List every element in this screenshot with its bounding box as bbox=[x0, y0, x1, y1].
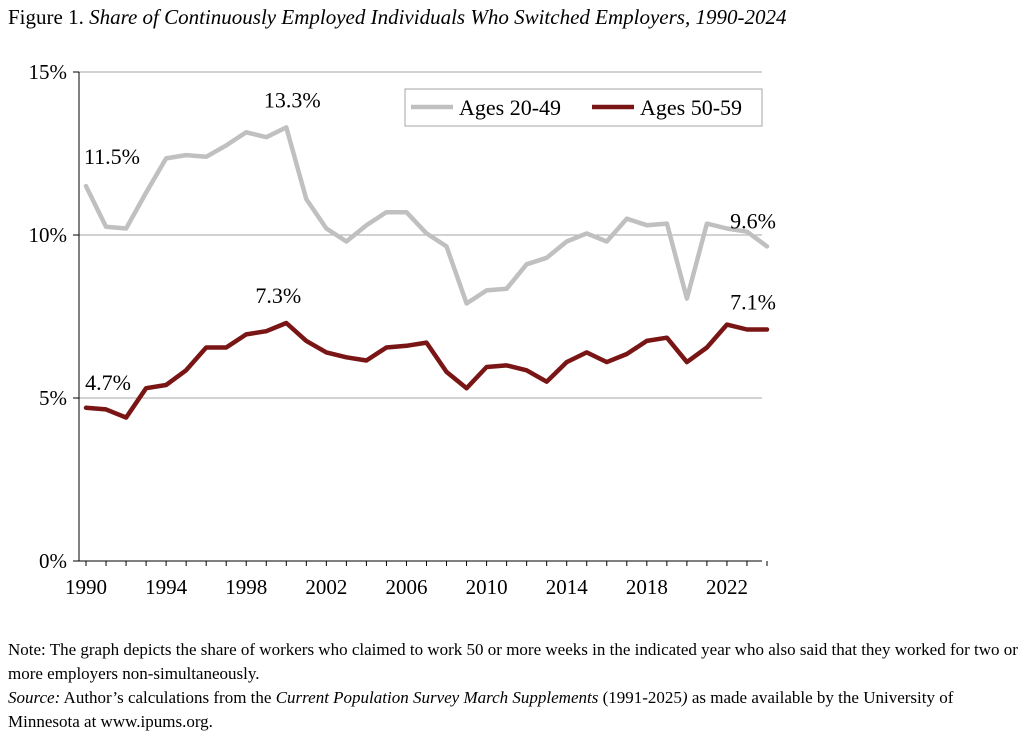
x-tick-label: 1998 bbox=[225, 575, 267, 599]
figure-title-text: Share of Continuously Employed Individua… bbox=[89, 5, 787, 29]
y-tick-label: 5% bbox=[39, 386, 67, 410]
data-label: 7.1% bbox=[730, 290, 776, 315]
x-tick-label: 2014 bbox=[546, 575, 589, 599]
grid-layer bbox=[79, 71, 762, 399]
figure-note: Note: The graph depicts the share of wor… bbox=[8, 638, 1020, 734]
source-label: Source: bbox=[8, 688, 61, 707]
legend-item-ages-50-59: Ages 50-59 bbox=[640, 95, 742, 120]
legend-box bbox=[404, 88, 763, 127]
figure-title: Figure 1. Share of Continuously Employed… bbox=[8, 4, 1018, 30]
chart-legend: Ages 20-49 Ages 50-59 bbox=[404, 88, 763, 127]
series-layer bbox=[83, 125, 770, 420]
x-tick-label: 1994 bbox=[145, 575, 188, 599]
data-label: 9.6% bbox=[730, 208, 776, 233]
data-label: 11.5% bbox=[84, 144, 140, 169]
source-years: (1991-2025 bbox=[598, 688, 682, 707]
data-label: 13.3% bbox=[264, 87, 321, 112]
source-line: Source: Author’s calculations from the C… bbox=[8, 686, 1020, 734]
x-tick-label: 2006 bbox=[385, 575, 427, 599]
note-text: Note: The graph depicts the share of wor… bbox=[8, 640, 1018, 683]
x-tick-label: 2018 bbox=[626, 575, 668, 599]
line-chart: 0% 5% 10% 15% 1990 1994 1998 2002 2006 2010 2014 20… bbox=[29, 60, 776, 599]
data-label: 7.3% bbox=[255, 283, 301, 308]
source-pre: Author’s calculations from the bbox=[60, 688, 276, 707]
data-label-layer: 11.5% 13.3% 9.6% 4.7% 7.3% 7.1% bbox=[84, 87, 776, 394]
y-tick-label: 15% bbox=[29, 60, 68, 84]
data-label: 4.7% bbox=[85, 370, 131, 395]
source-post: as made available by the University of M… bbox=[8, 688, 954, 731]
source-paren: ) bbox=[681, 688, 688, 707]
figure-label: Figure 1. bbox=[8, 5, 84, 29]
axis-layer: 0% 5% 10% 15% 1990 1994 1998 2002 2006 2010 2014 20… bbox=[29, 60, 768, 599]
x-tick-label: 2022 bbox=[706, 575, 748, 599]
legend-item-ages-20-49: Ages 20-49 bbox=[459, 95, 561, 120]
series-line-ages-50-59 bbox=[83, 320, 770, 420]
x-tick-label: 2010 bbox=[466, 575, 508, 599]
x-tick-label: 1990 bbox=[65, 575, 107, 599]
y-tick-label: 10% bbox=[29, 223, 68, 247]
series-line-ages-20-49 bbox=[83, 125, 770, 306]
y-tick-label: 0% bbox=[39, 549, 67, 573]
x-tick-label: 2002 bbox=[305, 575, 347, 599]
source-title: Current Population Survey March Suppleme… bbox=[275, 688, 599, 707]
